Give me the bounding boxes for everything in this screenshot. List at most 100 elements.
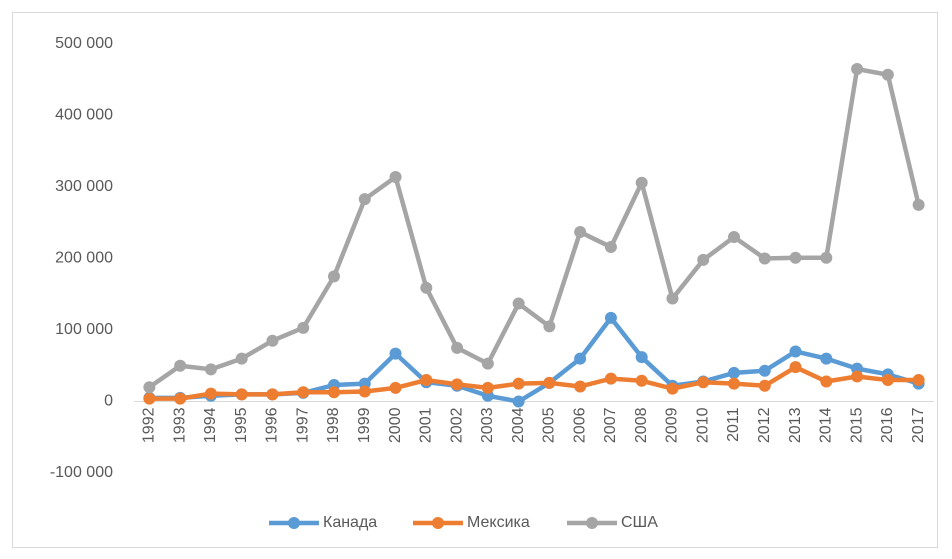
marker <box>789 251 802 264</box>
chart-frame <box>12 12 938 548</box>
marker <box>328 270 340 283</box>
marker <box>174 359 187 372</box>
marker <box>451 341 464 354</box>
marker <box>328 386 340 399</box>
marker <box>635 176 648 189</box>
x-tick-label: 2001 <box>418 407 435 443</box>
y-tick-label: 500 000 <box>55 35 113 52</box>
y-tick-label: 400 000 <box>55 107 113 124</box>
x-tick-label: 2008 <box>633 407 650 443</box>
x-tick-label: 1996 <box>264 407 281 443</box>
x-tick-label: 2007 <box>602 407 619 443</box>
y-tick-label: -100 000 <box>50 464 113 481</box>
marker <box>389 381 402 394</box>
marker <box>851 63 864 76</box>
marker <box>851 370 864 383</box>
x-tick-label: 2015 <box>848 407 865 443</box>
x-tick-label: 2004 <box>510 407 527 443</box>
marker <box>728 231 740 244</box>
marker <box>481 357 494 370</box>
marker <box>574 380 587 393</box>
x-tick-label: 1993 <box>171 407 188 443</box>
marker <box>297 386 310 399</box>
marker <box>451 378 464 391</box>
marker <box>389 170 402 183</box>
x-tick-label: 2014 <box>818 407 835 443</box>
marker <box>604 311 617 324</box>
x-tick-label: 2009 <box>664 407 681 443</box>
x-tick-label: 1998 <box>325 407 342 443</box>
x-tick-label: 2003 <box>479 407 496 443</box>
x-tick-label: 1994 <box>202 407 219 443</box>
marker <box>666 292 679 305</box>
legend-label: Мексика <box>467 514 530 531</box>
marker <box>728 366 740 379</box>
x-tick-label: 2016 <box>879 407 896 443</box>
marker <box>635 374 648 387</box>
marker <box>912 374 925 387</box>
marker <box>728 377 740 390</box>
marker <box>420 374 433 387</box>
marker <box>881 68 894 81</box>
x-tick-label: 2002 <box>448 407 465 443</box>
marker <box>758 364 771 377</box>
legend-marker <box>586 517 598 529</box>
marker <box>204 363 217 376</box>
marker <box>358 193 371 206</box>
marker <box>820 352 833 365</box>
marker <box>789 361 802 374</box>
x-tick-label: 2017 <box>910 407 927 443</box>
marker <box>574 226 587 239</box>
marker <box>635 351 648 364</box>
y-tick-label: 0 <box>104 393 113 410</box>
marker <box>512 297 525 310</box>
marker <box>697 253 710 266</box>
marker <box>789 345 802 358</box>
marker <box>235 352 248 365</box>
marker <box>758 379 771 392</box>
marker <box>912 198 925 211</box>
x-tick-label: 1997 <box>294 407 311 443</box>
marker <box>604 372 617 385</box>
marker <box>758 252 771 265</box>
marker <box>143 381 156 394</box>
marker <box>543 376 556 389</box>
x-tick-label: 1995 <box>233 407 250 443</box>
x-tick-label: 2005 <box>541 407 558 443</box>
marker <box>604 241 617 254</box>
x-tick-label: 2013 <box>787 407 804 443</box>
marker <box>543 320 556 333</box>
marker <box>266 334 279 347</box>
marker <box>420 281 433 294</box>
marker <box>820 375 833 388</box>
x-tick-label: 1992 <box>141 407 158 443</box>
marker <box>389 347 402 360</box>
marker <box>881 374 894 387</box>
x-tick-label: 2006 <box>571 407 588 443</box>
legend-label: Канада <box>323 514 377 531</box>
marker <box>204 387 217 400</box>
x-tick-label: 2011 <box>725 407 742 442</box>
marker <box>143 392 156 405</box>
y-tick-label: 200 000 <box>55 250 113 267</box>
marker <box>574 352 587 365</box>
x-tick-label: 2000 <box>387 407 404 443</box>
marker <box>358 385 371 398</box>
x-tick-label: 2012 <box>756 407 773 443</box>
y-tick-label: 100 000 <box>55 321 113 338</box>
marker <box>512 395 525 408</box>
marker <box>235 388 248 401</box>
marker <box>666 382 679 395</box>
x-tick-label: 2010 <box>694 407 711 443</box>
marker <box>512 377 525 390</box>
legend-label: США <box>621 514 658 531</box>
marker <box>820 251 833 264</box>
marker <box>297 321 310 334</box>
x-tick-label: 1999 <box>356 407 373 443</box>
y-tick-label: 300 000 <box>55 178 113 195</box>
marker <box>481 381 494 394</box>
marker <box>266 388 279 401</box>
marker <box>697 376 710 389</box>
marker <box>174 392 187 405</box>
